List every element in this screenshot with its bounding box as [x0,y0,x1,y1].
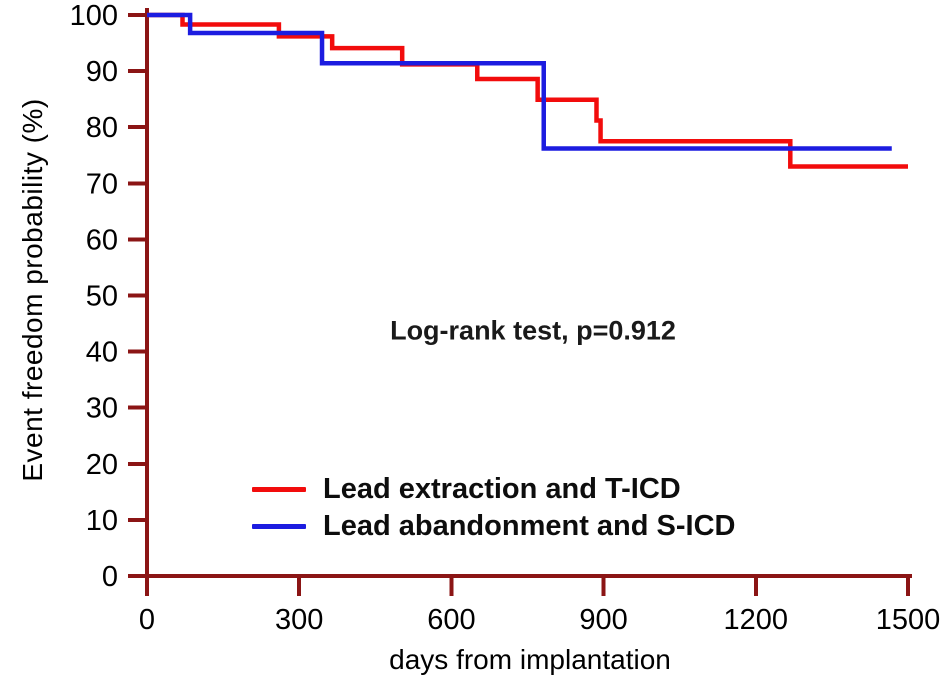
y-tick-label-80: 80 [86,112,118,144]
y-tick-label-90: 90 [86,56,118,88]
blue-line-swatch [252,524,306,529]
legend-label-abandonment: Lead abandonment and S-ICD [323,510,736,542]
y-tick-label-10: 10 [86,505,118,537]
x-axis-title: days from implantation [389,644,671,675]
y-tick-label-60: 60 [86,224,118,256]
red-line-swatch [252,487,306,492]
x-tick-label-0: 0 [139,604,155,636]
y-tick-label-0: 0 [102,561,118,593]
y-tick-label-40: 40 [86,337,118,369]
x-tick-label-900: 900 [579,604,627,636]
legend-item-abandonment: Lead abandonment and S-ICD [252,508,735,545]
y-tick-label-20: 20 [86,449,118,481]
y-axis-title: Event freedom probability (%) [17,98,48,482]
survival-curve-extraction [147,12,908,169]
legend-label-extraction: Lead extraction and T-ICD [323,473,681,505]
legend: Lead extraction and T-ICD Lead abandonme… [252,471,735,545]
x-tick-label-300: 300 [275,604,323,636]
y-tick-label-50: 50 [86,281,118,313]
y-tick-label-70: 70 [86,168,118,200]
survival-curve-abandonment [147,12,892,151]
log-rank-annotation: Log-rank test, p=0.912 [390,315,676,346]
x-tick-label-1200: 1200 [724,604,789,636]
legend-item-extraction: Lead extraction and T-ICD [252,471,735,508]
y-tick-label-100: 100 [70,0,118,32]
x-tick-label-600: 600 [427,604,475,636]
x-tick-label-1500: 1500 [876,604,941,636]
y-tick-label-30: 30 [86,393,118,425]
